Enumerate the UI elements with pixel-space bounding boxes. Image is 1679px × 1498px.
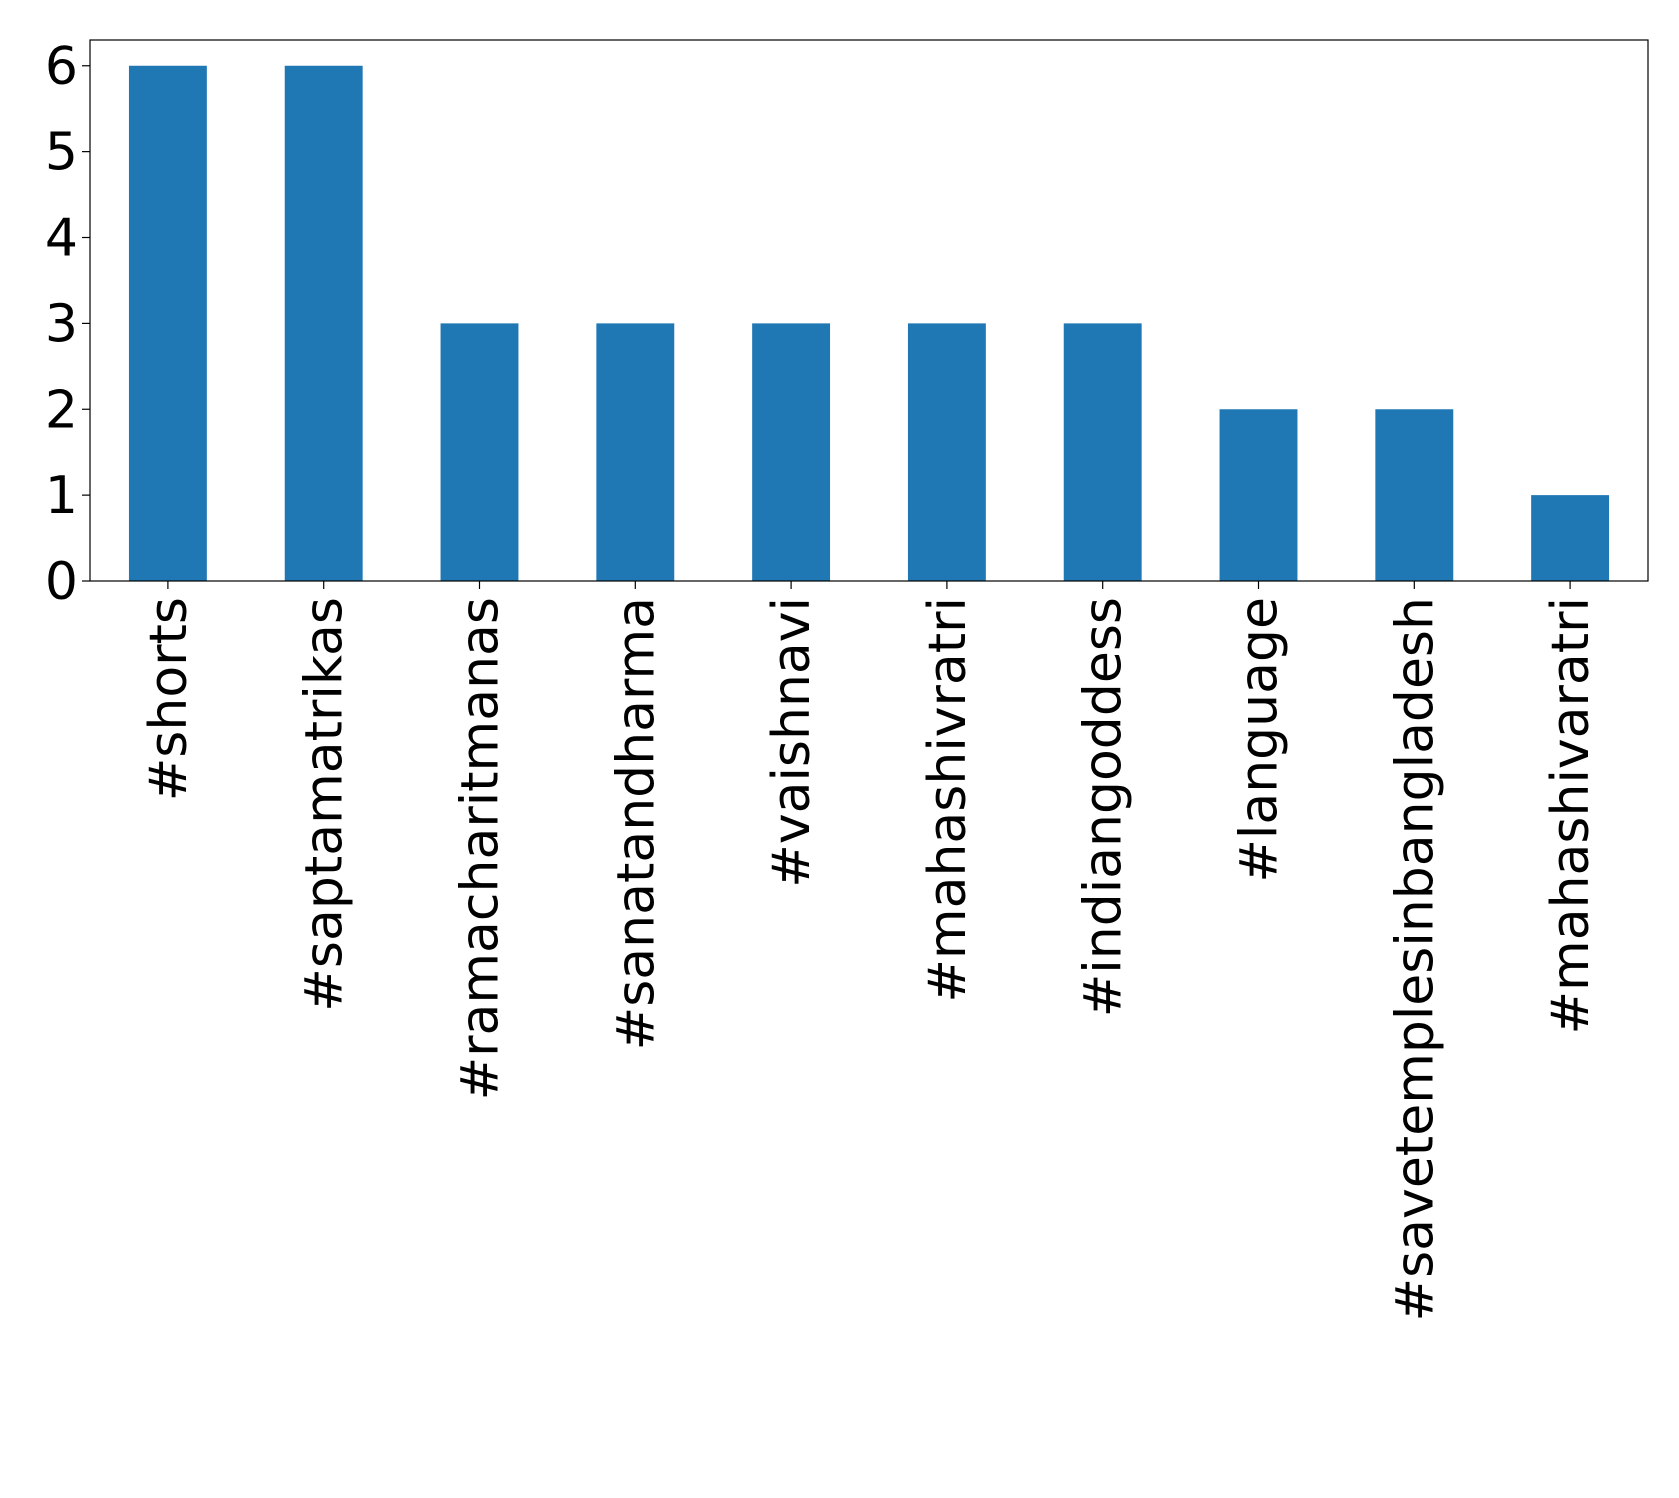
y-tick-label: 6 [45, 37, 78, 97]
bar [1531, 495, 1610, 581]
x-tick-label: #mahashivaratri [1541, 597, 1601, 1035]
bar [752, 323, 831, 581]
bar [284, 65, 363, 581]
y-tick-label: 0 [45, 552, 78, 612]
x-tick-label: #mahashivratri [918, 597, 978, 1003]
plot-frame [89, 39, 1649, 582]
x-tick-label: #savetemplesinbangladesh [1385, 597, 1445, 1321]
bar [440, 323, 519, 581]
bar [1063, 323, 1142, 581]
x-tick-label: #sanatandharma [606, 597, 666, 1050]
x-tick-label: #shorts [139, 597, 199, 801]
bar [596, 323, 675, 581]
bar [1219, 409, 1298, 581]
y-tick-label: 3 [45, 294, 78, 354]
x-tick-label: #language [1230, 597, 1290, 883]
y-tick-label: 5 [45, 123, 78, 183]
bar [1375, 409, 1454, 581]
bar [907, 323, 986, 581]
y-tick-label: 2 [45, 380, 78, 440]
y-tick-label: 1 [45, 466, 78, 526]
x-tick-label: #vaishnavi [762, 597, 822, 888]
x-tick-label: #indiangoddess [1074, 597, 1134, 1017]
y-tick-label: 4 [45, 209, 78, 269]
x-tick-label: #ramacharitmanas [451, 597, 511, 1100]
bar [128, 65, 207, 581]
x-tick-label: #saptamatrikas [295, 597, 355, 1012]
